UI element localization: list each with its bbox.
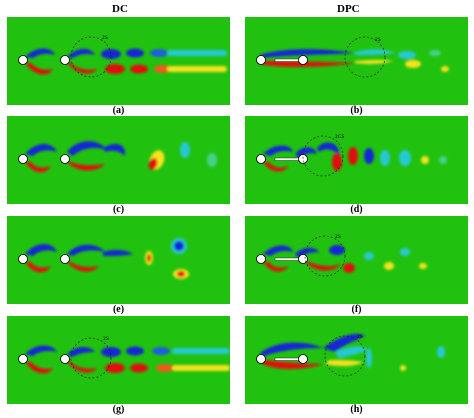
column-title-dc: DC: [112, 3, 128, 15]
mode-label: 2S: [103, 336, 109, 342]
mode-circle: [324, 335, 366, 377]
mode-label: 2S: [357, 334, 363, 340]
mode-circle: [302, 135, 344, 177]
cylinder-downstream: [298, 354, 308, 364]
panel-c: [7, 116, 230, 204]
cylinder-downstream: [60, 154, 70, 164]
vorticity-contour-g: 2S: [7, 316, 230, 404]
mode-label: 2S: [335, 234, 341, 240]
vorticity-contour-e: [7, 216, 230, 304]
panel-label-e: (e): [112, 304, 125, 315]
mode-circle: [344, 36, 386, 78]
cylinder-upstream: [256, 55, 266, 65]
panel-label-h: (h): [350, 404, 363, 415]
panel-e: [7, 216, 230, 304]
mode-label: 2S: [102, 35, 108, 41]
panel-b: 2S: [245, 17, 468, 105]
cylinder-upstream: [18, 154, 28, 164]
column-title-dpc: DPC: [337, 3, 360, 15]
cylinder-downstream: [60, 354, 70, 364]
cylinder-upstream: [256, 154, 266, 164]
mode-label: 2S: [375, 37, 381, 43]
cylinder-downstream: [60, 254, 70, 264]
cylinder-downstream: [298, 55, 308, 65]
cylinder-downstream: [298, 154, 308, 164]
panel-h: 2S: [245, 316, 468, 404]
cylinder-downstream: [60, 55, 70, 65]
panel-label-c: (c): [112, 204, 125, 215]
panel-label-a: (a): [112, 105, 125, 116]
vorticity-contour-f: 2S: [245, 216, 468, 304]
cylinder-upstream: [256, 354, 266, 364]
panel-f: 2S: [245, 216, 468, 304]
cylinder-upstream: [256, 254, 266, 264]
cylinder-upstream: [18, 354, 28, 364]
cylinder-upstream: [18, 55, 28, 65]
mode-circle: [70, 36, 112, 78]
panel-label-b: (b): [350, 105, 363, 116]
cylinder-upstream: [18, 254, 28, 264]
panel-label-g: (g): [112, 404, 125, 415]
mode-circle: [70, 337, 112, 379]
vorticity-contour-d: 2CS: [245, 116, 468, 204]
mode-label: 2CS: [335, 134, 344, 140]
vorticity-contour-b: 2S: [245, 17, 468, 105]
vorticity-contour-h: 2S: [245, 316, 468, 404]
vorticity-contour-a: 2S: [7, 17, 230, 105]
panel-g: 2S: [7, 316, 230, 404]
panel-d: 2CS: [245, 116, 468, 204]
panel-a: 2S: [7, 17, 230, 105]
vorticity-contour-c: [7, 116, 230, 204]
mode-circle: [304, 235, 346, 277]
panel-label-f: (f): [351, 304, 362, 315]
panel-label-d: (d): [350, 204, 363, 215]
